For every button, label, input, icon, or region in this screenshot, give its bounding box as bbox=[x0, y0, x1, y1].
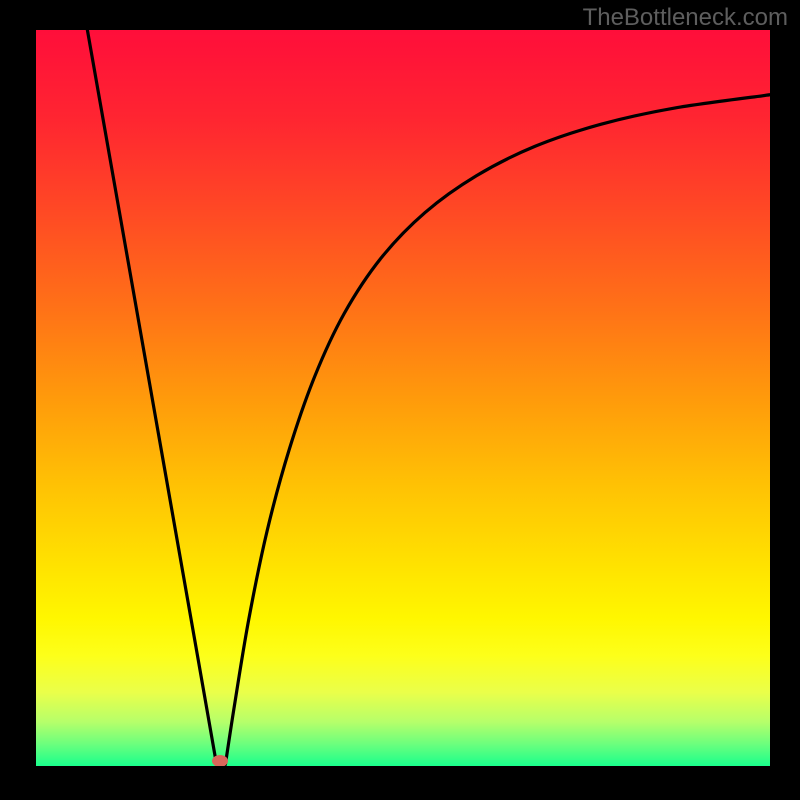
curve-left-branch bbox=[87, 30, 216, 765]
plot-area bbox=[36, 30, 770, 766]
bottleneck-curve bbox=[36, 30, 770, 766]
curve-right-branch bbox=[225, 95, 770, 765]
watermark-text: TheBottleneck.com bbox=[583, 4, 788, 32]
optimal-point-marker bbox=[212, 755, 228, 766]
chart-frame: TheBottleneck.com bbox=[0, 0, 800, 800]
